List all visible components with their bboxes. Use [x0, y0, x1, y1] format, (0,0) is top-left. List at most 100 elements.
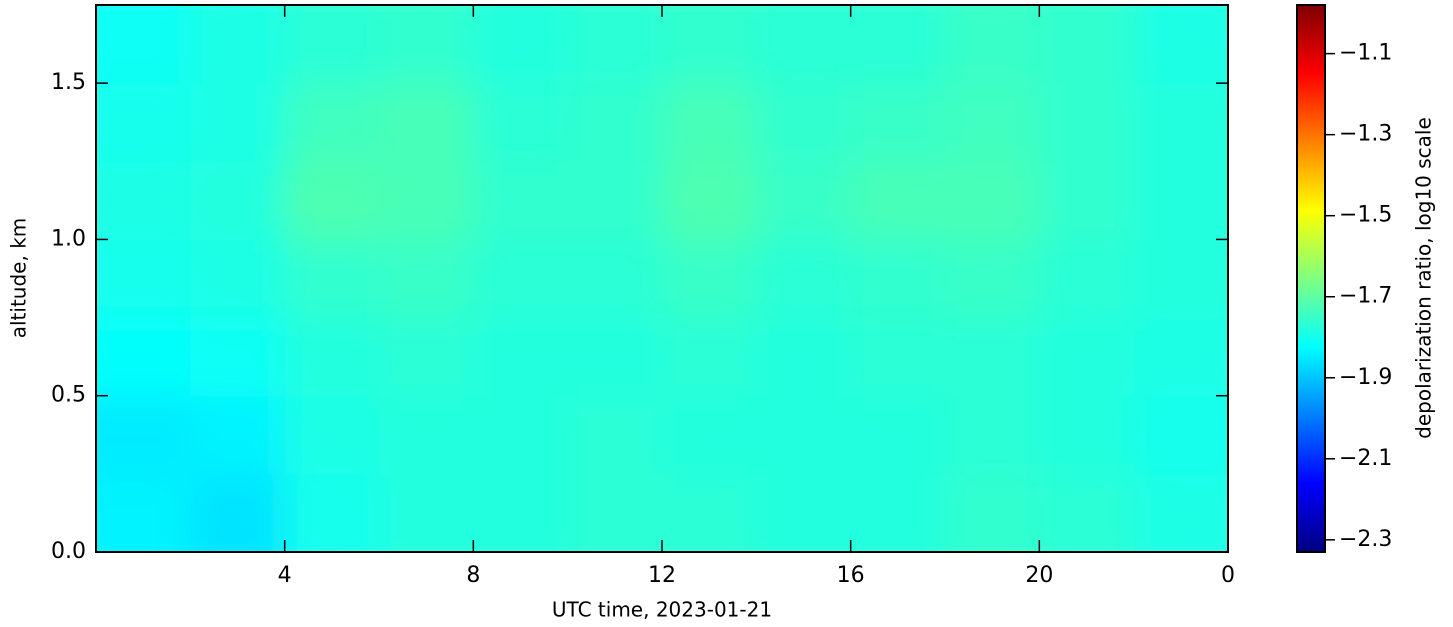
- heatmap-cell: [1039, 473, 1135, 552]
- y-tick-label: 0.0: [51, 539, 86, 564]
- heatmap-cell: [190, 317, 286, 397]
- heatmap-cell: [473, 239, 569, 319]
- heatmap-cell: [190, 473, 286, 552]
- heatmap-cell: [96, 161, 192, 241]
- colorbar-tick-label: −1.1: [1339, 41, 1392, 66]
- heatmap-cell: [284, 473, 380, 552]
- colorbar-label: depolarization ratio, log10 scale: [1412, 117, 1436, 439]
- heatmap-cell: [850, 317, 946, 397]
- heatmap-cell: [190, 395, 286, 475]
- heatmap-cell: [1133, 83, 1228, 163]
- heatmap-cell: [284, 239, 380, 319]
- heatmap-cell: [379, 83, 475, 163]
- x-tick-label: 16: [837, 563, 865, 588]
- heatmap-cell: [379, 239, 475, 319]
- heatmap-cell: [1039, 83, 1135, 163]
- y-tick-label: 1.0: [51, 226, 86, 251]
- heatmap-cell: [379, 317, 475, 397]
- heatmap-cell: [567, 317, 663, 397]
- heatmap-cell: [662, 239, 758, 319]
- heatmap-cell: [756, 161, 852, 241]
- heatmap-cell: [756, 395, 852, 475]
- x-tick-label: 4: [278, 563, 292, 588]
- heatmap-cell: [567, 395, 663, 475]
- x-tick-label: 20: [1025, 563, 1053, 588]
- colorbar-tick-label: −1.5: [1339, 203, 1392, 228]
- heatmap-cell: [1039, 161, 1135, 241]
- colorbar: [1296, 4, 1326, 553]
- heatmap-cell: [284, 5, 380, 85]
- heatmap-cell: [96, 239, 192, 319]
- heatmap-cell: [1039, 5, 1135, 85]
- heatmap-cell: [850, 83, 946, 163]
- heatmap-cell: [284, 395, 380, 475]
- heatmap-cell: [850, 161, 946, 241]
- heatmap-cell: [662, 83, 758, 163]
- heatmap: [96, 5, 1228, 552]
- heatmap-cell: [96, 473, 192, 552]
- heatmap-cell: [473, 395, 569, 475]
- heatmap-cell: [1133, 5, 1228, 85]
- heatmap-cell: [190, 5, 286, 85]
- heatmap-cell: [567, 5, 663, 85]
- heatmap-cell: [945, 473, 1041, 552]
- y-axis-label: altitude, km: [7, 218, 31, 339]
- heatmap-cell: [1039, 395, 1135, 475]
- heatmap-cell: [850, 473, 946, 552]
- y-tick-label: 0.5: [51, 383, 86, 408]
- heatmap-cell: [473, 473, 569, 552]
- heatmap-cell: [473, 161, 569, 241]
- heatmap-cell: [96, 395, 192, 475]
- heatmap-cell: [1133, 239, 1228, 319]
- heatmap-cell: [473, 317, 569, 397]
- x-tick-label: 12: [648, 563, 676, 588]
- colorbar-tick-label: −1.3: [1339, 122, 1392, 147]
- heatmap-cell: [190, 83, 286, 163]
- heatmap-cell: [756, 473, 852, 552]
- heatmap-cell: [1133, 317, 1228, 397]
- heatmap-cell: [945, 395, 1041, 475]
- heatmap-cell: [850, 239, 946, 319]
- y-tick-label: 1.5: [51, 70, 86, 95]
- heatmap-cell: [850, 5, 946, 85]
- heatmap-cell: [662, 317, 758, 397]
- heatmap-cell: [945, 161, 1041, 241]
- heatmap-cell: [662, 161, 758, 241]
- heatmap-cell: [567, 161, 663, 241]
- heatmap-cell: [945, 239, 1041, 319]
- heatmap-cell: [190, 161, 286, 241]
- heatmap-cell: [945, 83, 1041, 163]
- x-tick-label: 0: [1221, 563, 1235, 588]
- colorbar-tick-label: −1.7: [1339, 284, 1392, 309]
- heatmap-cell: [756, 83, 852, 163]
- heatmap-cell: [567, 83, 663, 163]
- heatmap-cell: [96, 83, 192, 163]
- heatmap-cell: [96, 5, 192, 85]
- heatmap-cell: [190, 239, 286, 319]
- heatmap-cell: [1133, 473, 1228, 552]
- heatmap-cell: [945, 5, 1041, 85]
- heatmap-cell: [284, 317, 380, 397]
- heatmap-cell: [473, 83, 569, 163]
- heatmap-cell: [662, 5, 758, 85]
- x-tick-label: 8: [466, 563, 480, 588]
- heatmap-cell: [662, 395, 758, 475]
- colorbar-tick-label: −1.9: [1339, 365, 1392, 390]
- heatmap-cell: [96, 317, 192, 397]
- heatmap-cell: [1039, 317, 1135, 397]
- heatmap-cell: [1133, 395, 1228, 475]
- x-axis-label: UTC time, 2023-01-21: [552, 598, 772, 622]
- heatmap-cell: [756, 5, 852, 85]
- heatmap-cell: [379, 473, 475, 552]
- heatmap-cell: [1039, 239, 1135, 319]
- heatmap-cell: [567, 473, 663, 552]
- heatmap-cell: [756, 317, 852, 397]
- heatmap-cell: [284, 161, 380, 241]
- heatmap-cell: [567, 239, 663, 319]
- heatmap-cell: [662, 473, 758, 552]
- heatmap-cell: [850, 395, 946, 475]
- colorbar-tick-label: −2.3: [1339, 527, 1392, 552]
- heatmap-cell: [284, 83, 380, 163]
- heatmap-cell: [945, 317, 1041, 397]
